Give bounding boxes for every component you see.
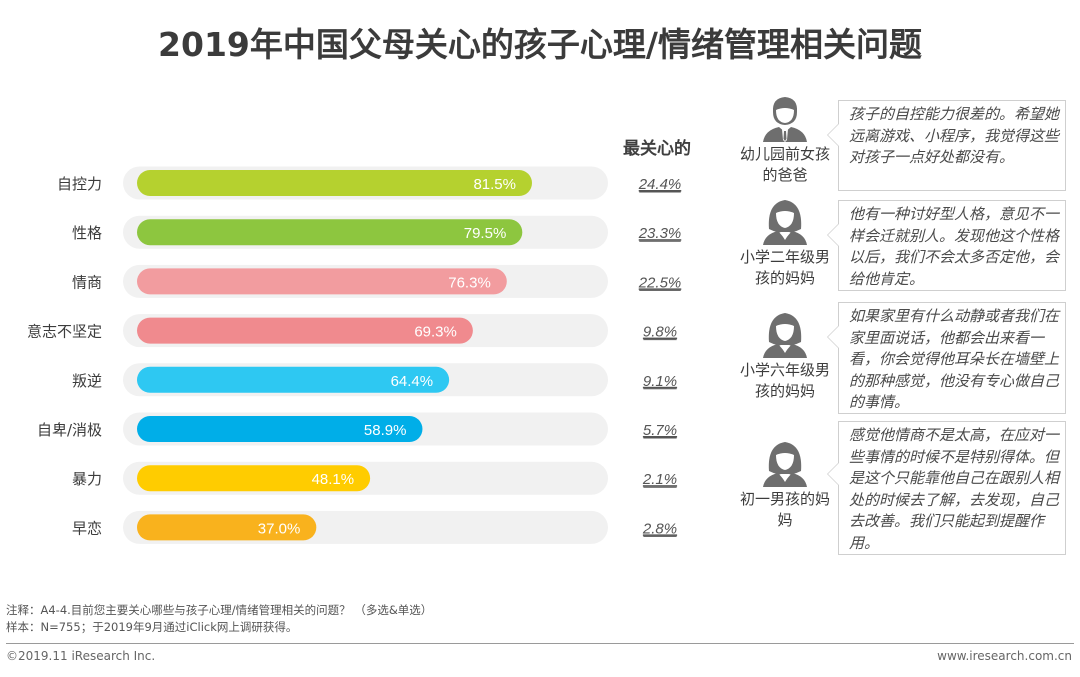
quote-text: 如果家里有什么动静或者我们在家里面说话，他都会出来看一看，你会觉得他耳朵长在墙壁… (849, 307, 1060, 411)
bar-value-label: 69.3% (414, 324, 457, 341)
copyright: ©2019.11 iResearch Inc. (6, 649, 156, 663)
note-text: 注释：A4-4.目前您主要关心哪些与孩子心理/情绪管理相关的问题？ （多选&单选… (6, 603, 433, 617)
page-title: 2019年中国父母关心的孩子心理/情绪管理相关问题 (158, 25, 922, 64)
category-label: 意志不坚定 (27, 323, 102, 341)
bar-value-label: 76.3% (448, 274, 491, 291)
female-avatar-icon (763, 442, 807, 487)
quote-text: 孩子的自控能力很差的。希望她远离游戏、小程序，我觉得这些对孩子一点好处都没有。 (849, 105, 1060, 166)
bar-value-label: 58.9% (364, 422, 407, 439)
female-avatar-icon (763, 313, 807, 358)
category-label: 暴力 (72, 470, 102, 488)
bubble-tail (827, 223, 839, 247)
bubble-tail (827, 462, 839, 486)
quote-person-2: 小学二年级男孩的妈妈 (735, 195, 835, 289)
quote-bubble: 孩子的自控能力很差的。希望她远离游戏、小程序，我觉得这些对孩子一点好处都没有。 (827, 100, 1066, 191)
most-concerned-value: 2.8% (642, 520, 677, 537)
most-concerned-value: 2.1% (642, 471, 677, 488)
bar-value-label: 79.5% (464, 225, 507, 242)
bubble-tail (827, 325, 839, 349)
sample-text: 样本：N=755；于2019年9月通过iClick网上调研获得。 (6, 620, 298, 634)
bubble-tail (827, 123, 839, 147)
most-concerned-value: 22.5% (638, 274, 682, 291)
quote-text: 感觉他情商不是太高，在应对一些事情的时候不是特别得体。但是这个只能靠他自己在跟别… (849, 426, 1060, 552)
bar-chart: 自控力 81.5% 24.4% 性格 79.5% 23.3% 情商 76.3% 22.5% 意志不… (27, 166, 682, 544)
bar (137, 219, 523, 246)
footer-divider (6, 643, 1074, 644)
quote-person-1: 幼儿园前女孩的爸爸 (735, 92, 835, 186)
most-concerned-value: 24.4% (638, 176, 682, 193)
bar (137, 514, 317, 541)
website-link[interactable]: www.iresearch.com.cn (937, 649, 1072, 663)
most-concerned-value: 23.3% (638, 225, 682, 242)
female-avatar-icon (763, 200, 807, 245)
bar-value-label: 37.0% (258, 520, 301, 537)
quote-person-label: 幼儿园前女孩的爸爸 (739, 145, 830, 184)
quote-bubble: 感觉他情商不是太高，在应对一些事情的时候不是特别得体。但是这个只能靠他自己在跟别… (827, 421, 1066, 555)
most-concerned-value: 9.8% (643, 324, 677, 341)
bar (137, 366, 450, 393)
bar (137, 170, 532, 196)
category-label: 叛逆 (72, 372, 102, 390)
most-concerned-value: 5.7% (643, 422, 677, 439)
notes: 注释：A4-4.目前您主要关心哪些与孩子心理/情绪管理相关的问题？ （多选&单选… (6, 602, 432, 636)
quote-text: 他有一种讨好型人格，意见不一样会迁就别人。发现他这个性格以后，我们不会太多否定他… (849, 205, 1060, 288)
quote-person-label: 初一男孩的妈妈 (739, 490, 830, 529)
quote-bubble: 如果家里有什么动静或者我们在家里面说话，他都会出来看一看，你会觉得他耳朵长在墙壁… (827, 302, 1066, 414)
quote-person-label: 小学六年级男孩的妈妈 (739, 361, 830, 400)
category-label: 性格 (72, 224, 102, 242)
bar-value-label: 81.5% (473, 176, 516, 193)
column-header-most-concerned: 最关心的 (623, 139, 691, 159)
quotes-panel: 幼儿园前女孩的爸爸 孩子的自控能力很差的。希望她远离游戏、小程序，我觉得这些对孩… (735, 92, 1080, 562)
category-label: 自控力 (57, 175, 102, 193)
most-concerned-value: 9.1% (643, 373, 677, 390)
male-avatar-icon (763, 97, 807, 142)
category-label: 自卑/消极 (37, 421, 102, 439)
quote-bubble: 他有一种讨好型人格，意见不一样会迁就别人。发现他这个性格以后，我们不会太多否定他… (827, 200, 1066, 291)
category-label: 情商 (72, 273, 102, 291)
category-label: 早恋 (72, 519, 102, 537)
quote-person-3: 小学六年级男孩的妈妈 (735, 308, 835, 402)
bar-value-label: 48.1% (312, 471, 355, 488)
bar (137, 416, 423, 442)
bar (137, 465, 371, 492)
quote-person-4: 初一男孩的妈妈 (735, 437, 835, 531)
bar-value-label: 64.4% (391, 373, 434, 390)
quote-person-label: 小学二年级男孩的妈妈 (739, 248, 830, 287)
bar (137, 268, 507, 295)
bar (137, 317, 473, 344)
